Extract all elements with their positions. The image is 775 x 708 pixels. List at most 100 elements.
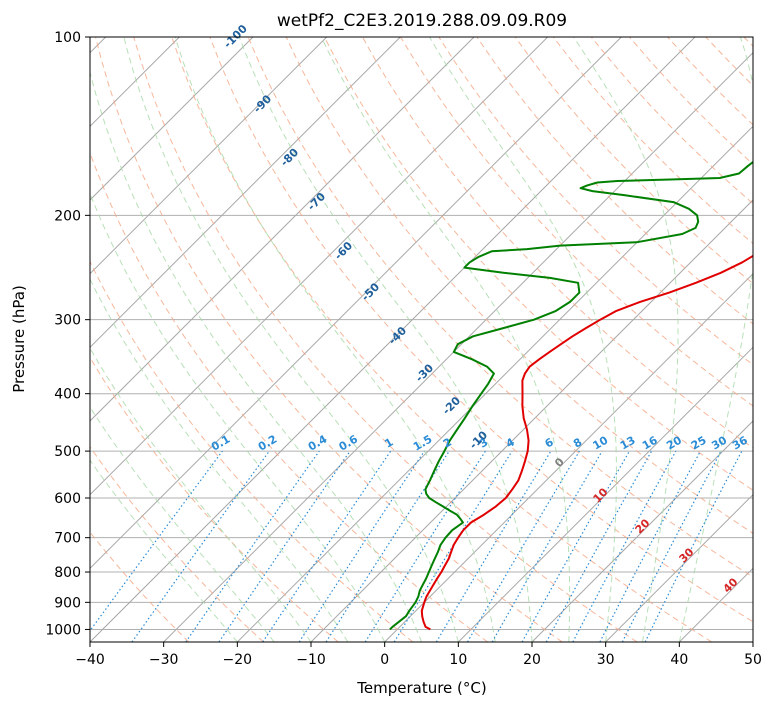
x-axis-title: Temperature (°C) [356,679,486,697]
y-tick-label: 300 [54,313,81,329]
x-tick-label: −30 [149,652,179,668]
y-tick-label: 700 [54,531,81,547]
dry-adiabat-label: -30 [413,361,436,384]
dry-adiabat [552,37,753,245]
y-tick-label: 200 [54,208,81,224]
y-tick-label: 100 [54,30,81,46]
mixing-ratio-label: 10 [591,433,611,452]
dry-adiabat [95,37,563,642]
dry-adiabat [90,260,414,642]
isotherm-gridline [384,272,753,642]
mixing-ratio-line [131,450,270,642]
moist-adiabat-label: 20 [633,516,653,536]
moist-adiabat [123,37,459,642]
plot-frame [89,36,754,643]
dry-adiabat [285,37,753,535]
x-tick-label: 10 [449,652,467,668]
dry-adiabat-label: -20 [440,394,463,417]
moist-adiabat [238,37,533,642]
moist-adiabat-label: 40 [721,575,741,595]
isotherm-gridline [457,346,753,642]
dry-adiabat-label: -80 [278,146,301,169]
mixing-ratio-line [218,450,351,642]
isotherm-gridline [90,37,475,422]
mixing-ratio-label: 16 [640,433,660,452]
mixing-ratio-label: 0.2 [256,433,279,454]
dry-adiabat [247,37,753,578]
mixing-ratio-line [545,450,653,642]
dry-adiabat [90,445,264,642]
moist-adiabat [90,70,422,642]
moist-adiabat [90,406,275,642]
isotherm-gridline [90,37,549,496]
dry-adiabat-label: -50 [359,280,382,303]
y-tick-label: 1000 [45,622,81,638]
x-tick-label: 40 [670,652,688,668]
dry-adiabat [90,151,488,642]
x-tick-label: 20 [523,652,541,668]
dry-adiabat [133,37,638,642]
moist-adiabat [678,37,753,642]
moist-adiabat [90,459,238,642]
mixing-ratio-line [298,450,425,642]
chart-title: wetPf2_C2E3.2019.288.09.09.R09 [277,11,567,31]
mixing-ratio-line [90,450,223,632]
moist-adiabat [320,37,571,642]
dry-adiabat-label: -40 [386,324,409,347]
y-tick-label: 500 [54,444,81,460]
mixing-ratio-label: 0.6 [337,432,361,453]
mixing-ratio-line [466,450,580,642]
dewpoint-profile-line [389,160,753,631]
isotherm-gridline [678,567,753,642]
mixing-ratio-label: 36 [730,433,750,452]
mixing-ratio-label: 30 [709,433,729,452]
y-axis-title: Pressure (hPa) [10,285,28,393]
y-tick-label: 600 [54,491,81,507]
dry-adiabat-label: -60 [332,239,355,262]
mixing-ratio-line [262,450,392,642]
moist-adiabat [90,278,349,642]
dry-adiabat [90,531,190,642]
isotherm-gridline [310,199,753,642]
moist-adiabat [90,347,312,642]
x-tick-label: −20 [223,652,253,668]
moist-adiabat [573,37,679,642]
dry-adiabat-label: -90 [251,92,274,115]
dry-adiabat [323,37,753,491]
x-tick-label: 30 [597,652,615,668]
x-tick-label: 50 [744,652,762,668]
mixing-ratio-label: 8 [571,436,584,451]
isotherm-gridline [752,641,753,642]
isotherm-gridline [531,420,753,642]
isotherm-gridline [236,125,753,642]
dry-adiabat [90,356,339,642]
mixing-ratio-line [572,450,677,642]
dry-adiabat [705,37,753,87]
isotherm-gridline [90,37,622,570]
mixing-ratio-line [325,450,450,642]
y-tick-label: 800 [54,565,81,581]
mixing-ratio-label: 0.4 [306,432,330,453]
x-tick-label: −40 [75,652,105,668]
moist-adiabat-label: 10 [591,485,611,505]
mixing-ratio-line [521,450,631,642]
mixing-ratio-label: 13 [618,434,638,453]
dry-adiabat [743,37,753,47]
mixing-ratio-line [393,450,513,642]
isotherm-gridline [605,493,753,642]
dry-adiabat [209,37,753,623]
mixing-ratio-label: 25 [689,434,709,453]
mixing-ratio-label: 1 [382,436,395,451]
moist-adiabat-label: 30 [677,545,697,565]
dry-adiabat [514,37,753,285]
mixing-ratio-line [364,450,486,642]
mixing-ratio-label: 0.1 [209,433,232,454]
isotherm-gridline [90,37,401,349]
x-tick-label: −10 [296,652,326,668]
x-tick-label: 0 [380,652,389,668]
moist-adiabat [90,192,386,642]
dry-adiabat [171,37,712,642]
moist-adiabat [429,37,617,642]
dry-adiabat-label: -100 [221,22,250,51]
